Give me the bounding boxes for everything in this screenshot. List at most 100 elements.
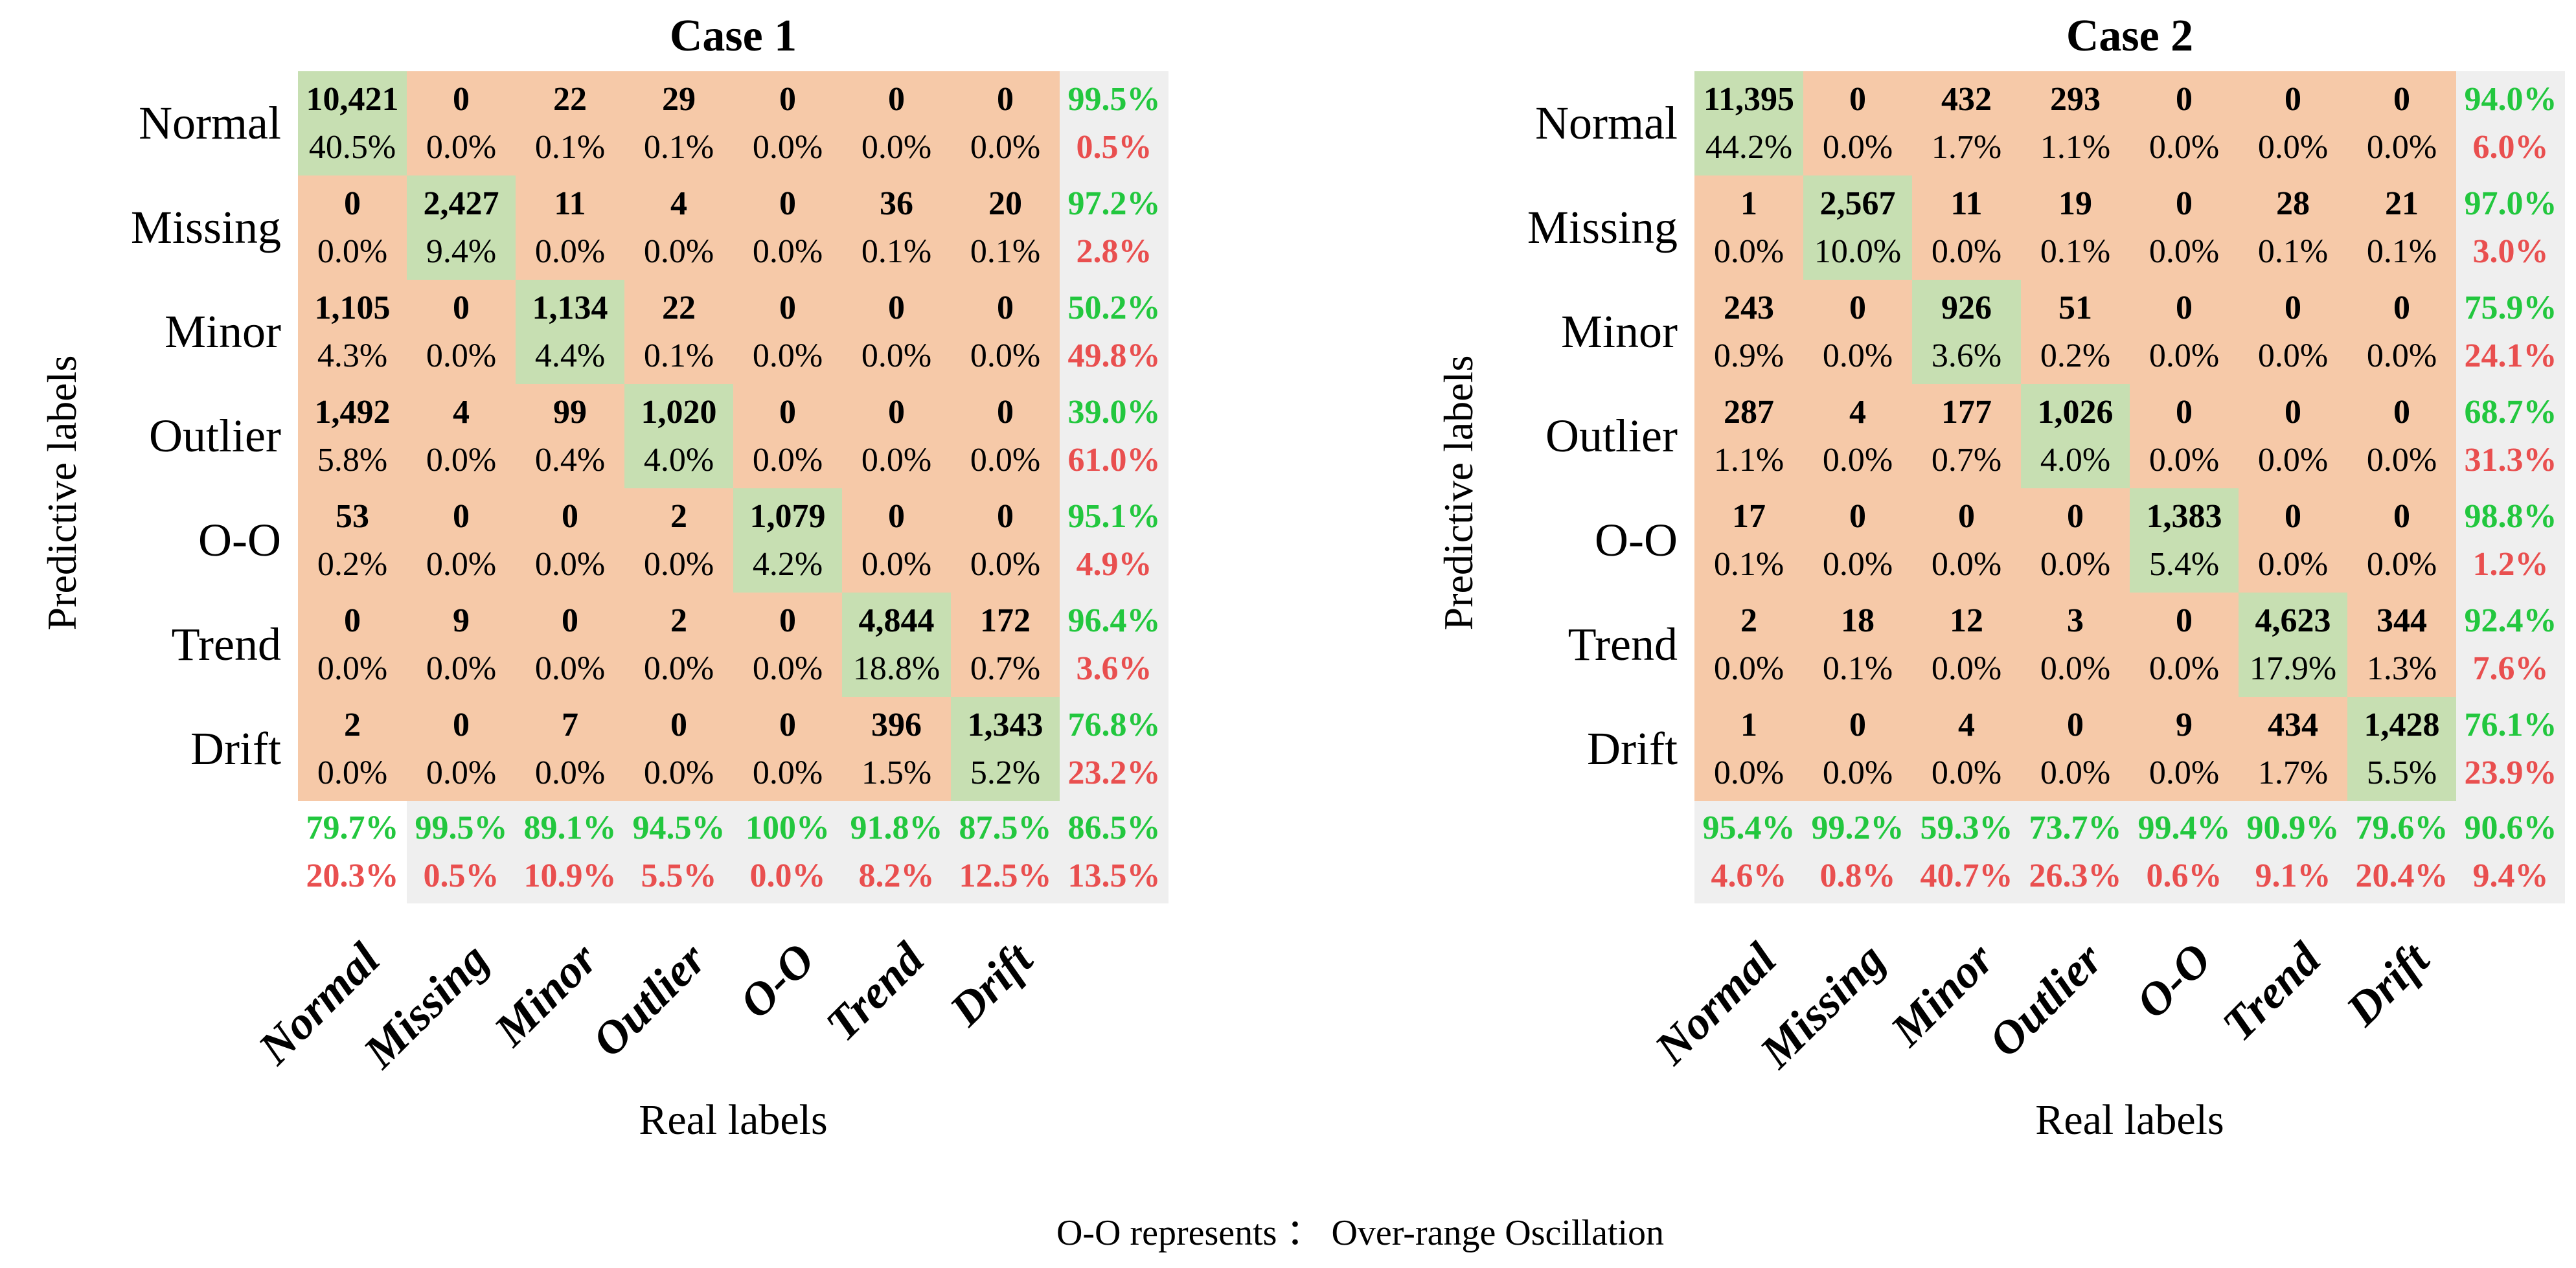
row-label: Drift bbox=[1587, 723, 1678, 775]
cell-count: 0 bbox=[2176, 602, 2193, 639]
cell-percent: 0.2% bbox=[317, 545, 388, 583]
cell-count: 1,105 bbox=[314, 289, 391, 326]
cell-count: 0 bbox=[997, 497, 1014, 535]
cell-percent: 0.0% bbox=[643, 545, 714, 583]
matrix-cell: 0 0.0% bbox=[2347, 488, 2456, 593]
cell-percent: 0.0% bbox=[752, 754, 823, 791]
summary-green-percent: 98.8% bbox=[2464, 497, 2557, 535]
summary-red-percent: 4.9% bbox=[1076, 545, 1152, 583]
cell-count: 4 bbox=[1849, 393, 1866, 431]
cell-percent: 0.1% bbox=[970, 232, 1041, 270]
cell-count: 0 bbox=[2393, 289, 2410, 326]
matrix-cell: 22 0.1% bbox=[516, 71, 624, 175]
cell-percent: 0.0% bbox=[2257, 441, 2329, 479]
cell-count: 243 bbox=[1724, 289, 1774, 326]
cell-count: 1,026 bbox=[2037, 393, 2114, 431]
diagonal-cell: 1,020 4.0% bbox=[624, 384, 733, 488]
cell-percent: 0.0% bbox=[2149, 441, 2220, 479]
matrix-cell: 177 0.7% bbox=[1912, 384, 2021, 488]
cell-count: 0 bbox=[1849, 289, 1866, 326]
row-summary-cell: 68.7% 31.3% bbox=[2456, 384, 2565, 488]
summary-red-percent: 4.6% bbox=[1711, 857, 1787, 894]
col-summary-cell: 95.4% 4.6% bbox=[1694, 801, 1803, 903]
row-label: Outlier bbox=[149, 410, 281, 462]
cell-count: 2 bbox=[670, 602, 687, 639]
summary-red-percent: 0.8% bbox=[1819, 857, 1896, 894]
cell-count: 1,020 bbox=[641, 393, 717, 431]
cell-count: 293 bbox=[2050, 80, 2101, 118]
cell-percent: 0.1% bbox=[643, 128, 714, 166]
cell-percent: 10.0% bbox=[1814, 232, 1902, 270]
row-summary-cell: 97.2% 2.8% bbox=[1060, 175, 1168, 280]
matrix-cell: 0 0.0% bbox=[842, 384, 951, 488]
matrix-cell: 4 0.0% bbox=[624, 175, 733, 280]
cell-percent: 0.0% bbox=[2149, 650, 2220, 687]
cell-percent: 0.0% bbox=[1822, 545, 1893, 583]
cell-count: 0 bbox=[779, 185, 796, 222]
cell-percent: 0.0% bbox=[861, 128, 932, 166]
cell-count: 1,134 bbox=[532, 289, 608, 326]
matrix-cell: 0 0.0% bbox=[407, 71, 516, 175]
cell-count: 3 bbox=[2067, 602, 2084, 639]
x-tick-label: O-O bbox=[729, 933, 825, 1028]
cell-percent: 1.1% bbox=[2040, 128, 2111, 166]
summary-green-percent: 94.0% bbox=[2464, 80, 2557, 118]
matrix-cell: 9 0.0% bbox=[407, 593, 516, 697]
row-summary-cell: 97.0% 3.0% bbox=[2456, 175, 2565, 280]
confusion-matrix-case-2: 11,395 44.2% 0 0.0% 432 1.7% 293 1.1% 0 0.0% 0 0.0%… bbox=[1694, 71, 2565, 903]
cell-percent: 0.0% bbox=[426, 650, 497, 687]
cell-percent: 0.0% bbox=[2366, 128, 2437, 166]
cell-percent: 0.4% bbox=[534, 441, 606, 479]
cell-count: 53 bbox=[336, 497, 369, 535]
cell-percent: 0.0% bbox=[970, 128, 1041, 166]
matrix-cell: 2 0.0% bbox=[1694, 593, 1803, 697]
matrix-cell: 0 0.0% bbox=[516, 488, 624, 593]
matrix-cell: 36 0.1% bbox=[842, 175, 951, 280]
summary-green-percent: 86.5% bbox=[1067, 809, 1161, 846]
cell-count: 0 bbox=[2285, 80, 2301, 118]
cell-percent: 5.2% bbox=[970, 754, 1041, 791]
cell-count: 0 bbox=[2285, 497, 2301, 535]
cell-count: 0 bbox=[2176, 393, 2193, 431]
cell-percent: 1.7% bbox=[1931, 128, 2002, 166]
col-summary-cell: 79.6% 20.4% bbox=[2347, 801, 2456, 903]
x-axis-label-case-2: Real labels bbox=[2035, 1096, 2224, 1144]
cell-count: 177 bbox=[1941, 393, 1992, 431]
cell-count: 36 bbox=[880, 185, 913, 222]
cell-percent: 0.1% bbox=[643, 337, 714, 374]
cell-count: 0 bbox=[2393, 497, 2410, 535]
cell-percent: 0.0% bbox=[426, 441, 497, 479]
row-summary-cell: 96.4% 3.6% bbox=[1060, 593, 1168, 697]
matrix-cell: 19 0.1% bbox=[2021, 175, 2130, 280]
matrix-cell: 2 0.0% bbox=[624, 593, 733, 697]
row-label: Minor bbox=[165, 306, 281, 357]
matrix-cell: 0 0.0% bbox=[2130, 71, 2239, 175]
col-summary-cell: 91.8% 8.2% bbox=[842, 801, 951, 903]
summary-green-percent: 97.0% bbox=[2464, 185, 2557, 222]
cell-percent: 0.1% bbox=[861, 232, 932, 270]
cell-count: 21 bbox=[2385, 185, 2419, 222]
cell-count: 0 bbox=[2393, 80, 2410, 118]
cell-count: 1,383 bbox=[2146, 497, 2222, 535]
matrix-cell: 0 0.0% bbox=[1803, 488, 1912, 593]
cell-percent: 44.2% bbox=[1705, 128, 1793, 166]
diagonal-cell: 2,567 10.0% bbox=[1803, 175, 1912, 280]
matrix-cell: 18 0.1% bbox=[1803, 593, 1912, 697]
cell-count: 0 bbox=[2067, 497, 2084, 535]
cell-count: 22 bbox=[662, 289, 696, 326]
matrix-cell: 9 0.0% bbox=[2130, 697, 2239, 801]
cell-count: 0 bbox=[344, 602, 361, 639]
cell-percent: 5.4% bbox=[2149, 545, 2220, 583]
cell-percent: 1.5% bbox=[861, 754, 932, 791]
summary-red-percent: 26.3% bbox=[2029, 857, 2122, 894]
cell-count: 0 bbox=[453, 289, 470, 326]
cell-percent: 17.9% bbox=[2249, 650, 2337, 687]
cell-count: 4 bbox=[453, 393, 470, 431]
cell-percent: 0.1% bbox=[2257, 232, 2329, 270]
matrix-cell: 432 1.7% bbox=[1912, 71, 2021, 175]
cell-percent: 0.2% bbox=[2040, 337, 2111, 374]
matrix-cell: 0 0.0% bbox=[1803, 697, 1912, 801]
cell-percent: 0.0% bbox=[2366, 337, 2437, 374]
cell-count: 0 bbox=[2176, 80, 2193, 118]
x-tick-label: Trend bbox=[2212, 933, 2331, 1051]
